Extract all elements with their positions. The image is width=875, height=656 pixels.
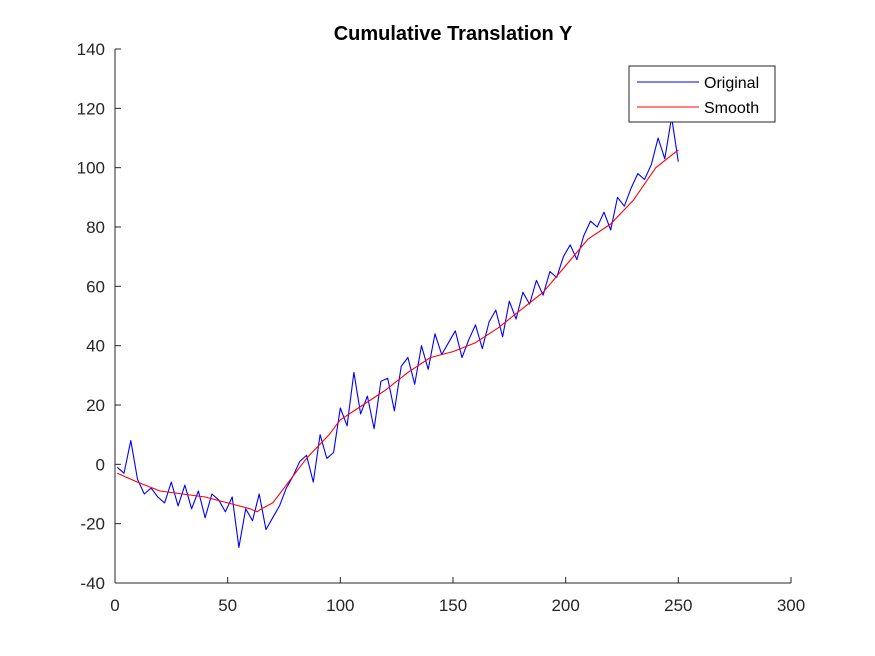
y-tick-label: 0 — [96, 455, 105, 474]
y-tick-label: 20 — [86, 396, 105, 415]
y-tick-label: 120 — [77, 99, 105, 118]
series-line-smooth — [117, 149, 679, 513]
legend-label-original: Original — [704, 75, 759, 92]
y-tick-label: 40 — [86, 337, 105, 356]
x-tick-label: 100 — [326, 596, 354, 615]
legend-box — [628, 65, 776, 123]
x-tick-label: 50 — [218, 596, 237, 615]
chart-title: Cumulative Translation Y — [334, 23, 573, 45]
axes: 0 50 100 150 200 250 300 -40 -20 0 20 40 60 80 100 120 1… — [77, 40, 806, 615]
legend: Original Smooth — [628, 65, 776, 123]
plot-area — [116, 116, 679, 548]
x-tick-label: 0 — [110, 596, 119, 615]
legend-label-smooth: Smooth — [704, 100, 759, 117]
y-tick-label: 60 — [86, 277, 105, 296]
x-tick-label: 300 — [777, 596, 805, 615]
y-tick-label: -20 — [80, 515, 105, 534]
x-tick-label: 250 — [664, 596, 692, 615]
x-tick-label: 200 — [551, 596, 579, 615]
y-tick-label: 80 — [86, 218, 105, 237]
y-tick-label: -40 — [80, 574, 105, 593]
y-tick-label: 140 — [77, 40, 105, 59]
y-tick-label: 100 — [77, 159, 105, 178]
x-tick-label: 150 — [439, 596, 467, 615]
